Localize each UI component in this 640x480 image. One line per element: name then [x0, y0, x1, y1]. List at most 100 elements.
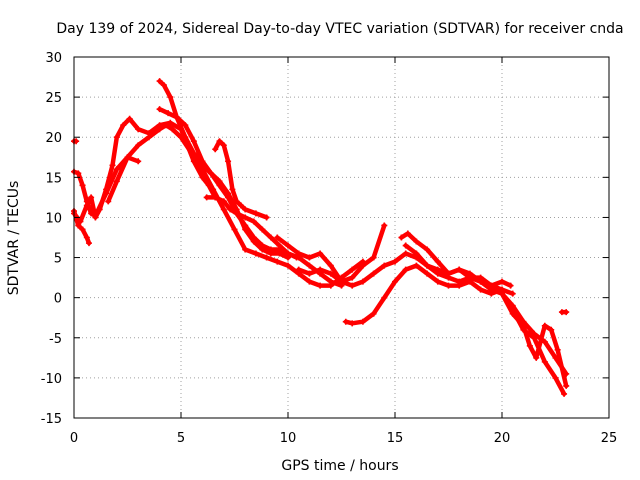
data-point	[220, 206, 227, 213]
y-tick-label: 10	[45, 211, 62, 226]
series-line	[510, 307, 567, 397]
data-point	[392, 278, 398, 285]
data-point	[259, 226, 266, 233]
x-tick-label: 5	[177, 431, 185, 446]
data-point	[165, 110, 172, 117]
data-point	[349, 266, 356, 273]
data-point	[75, 170, 82, 177]
y-tick-label: 0	[54, 292, 62, 307]
data-point	[263, 254, 270, 261]
x-tick-label: 20	[494, 431, 511, 446]
data-point	[306, 262, 313, 269]
y-tick-label: -10	[41, 372, 62, 387]
data-point	[274, 234, 281, 241]
data-point	[103, 190, 110, 197]
data-point	[285, 242, 291, 249]
data-point	[398, 234, 405, 241]
data-point	[252, 250, 259, 257]
data-point	[561, 390, 568, 397]
data-point	[225, 158, 232, 165]
data-point	[342, 318, 349, 325]
data-point	[242, 246, 249, 253]
data-point	[456, 278, 463, 285]
data-point	[233, 206, 240, 213]
data-point	[231, 226, 238, 233]
series-track-16	[558, 309, 570, 316]
data-point	[531, 334, 538, 341]
series-track-6	[156, 106, 291, 261]
data-point	[359, 318, 366, 325]
y-tick-label: 25	[45, 91, 62, 106]
data-point	[295, 250, 302, 257]
data-point	[507, 282, 514, 289]
data-point	[520, 326, 527, 333]
data-point	[349, 320, 356, 327]
series-track-15	[509, 306, 568, 397]
data-point	[370, 270, 377, 277]
data-point	[317, 266, 324, 273]
data-point	[552, 374, 559, 381]
axis-ticks: 0 5 10 15 20 25 -15 -10 -5 0 5 10 15 20 25 30	[41, 51, 618, 446]
data-point	[285, 254, 291, 261]
series-line	[403, 243, 505, 292]
y-axis-label: SDTVAR / TECUs	[6, 181, 22, 296]
data-point	[404, 230, 411, 237]
data-point	[203, 194, 210, 201]
data-point	[499, 290, 505, 297]
data-point	[250, 218, 257, 225]
data-point	[276, 250, 283, 257]
data-point	[327, 278, 334, 285]
data-point	[413, 262, 420, 269]
data-point	[381, 294, 388, 301]
data-point	[160, 82, 167, 89]
data-point	[259, 246, 266, 253]
data-traces	[71, 78, 570, 397]
series-line	[157, 106, 291, 260]
data-point	[167, 119, 174, 126]
data-point	[402, 250, 409, 257]
data-point	[88, 194, 95, 201]
series-line	[212, 138, 269, 220]
data-point	[190, 138, 197, 145]
data-point	[124, 154, 131, 161]
y-tick-label: -15	[41, 412, 62, 427]
data-point	[79, 226, 86, 233]
data-point	[274, 258, 281, 265]
data-point	[267, 250, 274, 257]
data-point	[402, 242, 409, 249]
series-track-2	[71, 208, 92, 247]
data-point	[370, 254, 377, 261]
series-track-13	[402, 242, 505, 293]
data-point	[381, 262, 388, 269]
data-point	[220, 142, 227, 149]
data-point	[509, 306, 516, 313]
data-point	[85, 240, 92, 247]
data-point	[113, 134, 120, 141]
data-point	[466, 274, 473, 281]
x-axis-label: GPS time / hours	[281, 458, 398, 474]
data-point	[120, 122, 127, 129]
x-tick-label: 0	[70, 431, 78, 446]
data-point	[135, 126, 142, 133]
data-point	[75, 222, 82, 229]
data-point	[306, 254, 313, 261]
data-point	[156, 78, 163, 85]
data-point	[541, 358, 548, 365]
data-point	[563, 382, 570, 389]
data-point	[135, 158, 142, 165]
data-point	[88, 210, 95, 217]
data-point	[424, 270, 431, 277]
data-point	[229, 186, 236, 193]
data-point	[541, 322, 548, 329]
data-point	[113, 166, 120, 173]
data-point	[317, 282, 324, 289]
data-point	[242, 206, 249, 213]
data-point	[169, 126, 176, 133]
y-tick-label: 5	[54, 252, 62, 267]
data-point	[216, 138, 223, 145]
data-point	[424, 246, 431, 253]
data-point	[306, 278, 313, 285]
data-point	[242, 226, 249, 233]
